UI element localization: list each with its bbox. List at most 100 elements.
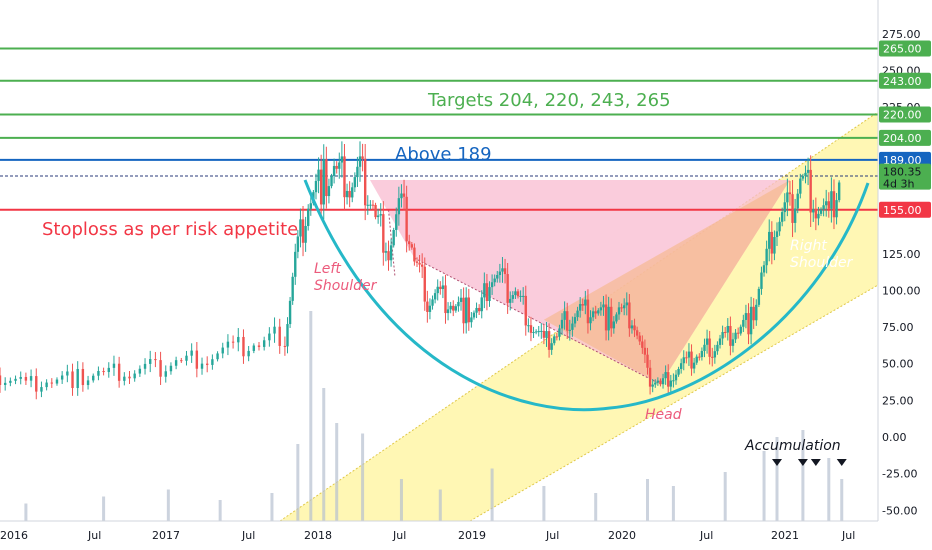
candle-body xyxy=(773,237,776,254)
volume-bar xyxy=(542,486,546,521)
candle-body xyxy=(180,360,183,362)
candle-body xyxy=(332,165,336,177)
x-tick-label: Jul xyxy=(392,529,406,542)
volume-bar xyxy=(322,388,326,521)
candle-body xyxy=(511,295,515,299)
candle-body xyxy=(747,313,750,335)
candle-body xyxy=(459,297,463,302)
candle-body xyxy=(314,180,318,193)
candle-body xyxy=(490,282,494,288)
candle-body xyxy=(358,156,362,167)
candle-body xyxy=(501,268,504,272)
candle-body xyxy=(439,286,442,290)
y-tick-label: 0.00 xyxy=(882,431,907,444)
candle-body xyxy=(159,360,162,377)
candle-body xyxy=(597,310,600,314)
candle-body xyxy=(527,325,530,327)
left-shoulder-label: Shoulder xyxy=(314,278,378,294)
candle-body xyxy=(216,353,219,360)
candle-body xyxy=(547,331,551,350)
candle-body xyxy=(550,343,553,350)
x-tick-label: 2021 xyxy=(771,529,799,542)
price-label-text: 204.00 xyxy=(883,132,922,145)
candle-body xyxy=(190,350,193,356)
candle-body xyxy=(529,325,533,333)
candle-body xyxy=(716,344,719,352)
candle-body xyxy=(752,306,755,321)
candle-body xyxy=(791,194,794,223)
candle-body xyxy=(488,287,491,302)
candle-body xyxy=(185,355,188,361)
candle-body xyxy=(793,208,797,223)
candle-body xyxy=(594,311,597,314)
candle-body xyxy=(625,302,628,306)
volume-bar xyxy=(399,479,403,521)
candle-body xyxy=(786,192,789,203)
volume-bar xyxy=(594,493,598,521)
left-shoulder-label: Left xyxy=(314,261,341,277)
candle-body xyxy=(708,338,711,357)
candle-body xyxy=(143,363,147,369)
candle-body xyxy=(174,360,178,366)
volume-bar xyxy=(723,472,727,521)
channel-upper-line xyxy=(279,111,878,521)
volume-bar xyxy=(490,468,494,521)
candle-body xyxy=(576,310,579,318)
candle-body xyxy=(382,214,385,253)
candle-body xyxy=(66,371,69,376)
candle-body xyxy=(566,311,569,331)
candle-body xyxy=(589,317,592,324)
candle-body xyxy=(801,176,805,179)
price-label xyxy=(879,72,931,89)
candle-body xyxy=(788,192,792,195)
candle-body xyxy=(770,231,774,254)
candle-body xyxy=(804,172,807,177)
candle-body xyxy=(327,186,331,197)
candle-body xyxy=(325,159,328,197)
candle-body xyxy=(496,275,499,279)
candle-body xyxy=(3,382,7,385)
y-tick-label: 100.00 xyxy=(882,284,921,297)
candle-body xyxy=(50,382,53,384)
candle-body xyxy=(86,380,90,386)
candle-body xyxy=(369,204,372,206)
candle-body xyxy=(278,326,281,346)
candle-body xyxy=(428,305,432,312)
candle-body xyxy=(734,332,737,340)
candle-body xyxy=(617,307,621,315)
time-axis[interactable] xyxy=(0,521,878,550)
candle-body xyxy=(822,205,825,210)
x-tick-label: 2018 xyxy=(304,529,332,542)
candle-body xyxy=(9,380,12,383)
candle-body xyxy=(519,295,522,297)
y-tick-label: 50.00 xyxy=(882,358,914,371)
candle-body xyxy=(615,314,618,322)
candle-body xyxy=(827,201,830,209)
candle-body xyxy=(19,376,22,379)
volume-bar xyxy=(840,479,844,521)
candle-body xyxy=(672,380,675,382)
candle-body xyxy=(760,272,763,289)
candle-body xyxy=(825,201,828,206)
candle-body xyxy=(457,301,460,307)
y-tick-label: 125.00 xyxy=(882,248,921,261)
candle-body xyxy=(659,380,662,385)
candle-body xyxy=(736,332,740,334)
candle-body xyxy=(97,371,100,376)
candle-body xyxy=(395,214,398,231)
candle-body xyxy=(744,313,748,320)
candle-body xyxy=(591,311,595,318)
candle-body xyxy=(338,162,341,169)
candle-body xyxy=(553,336,556,344)
candle-body xyxy=(509,298,512,303)
candle-body xyxy=(226,341,230,348)
price-label-text: 265.00 xyxy=(883,43,922,56)
candle-body xyxy=(586,299,590,324)
accumulation-marker xyxy=(810,459,821,466)
price-axis[interactable] xyxy=(878,0,932,550)
candle-body xyxy=(392,230,395,246)
candle-body xyxy=(493,278,496,283)
candle-body xyxy=(799,178,802,194)
candle-body xyxy=(286,324,289,347)
